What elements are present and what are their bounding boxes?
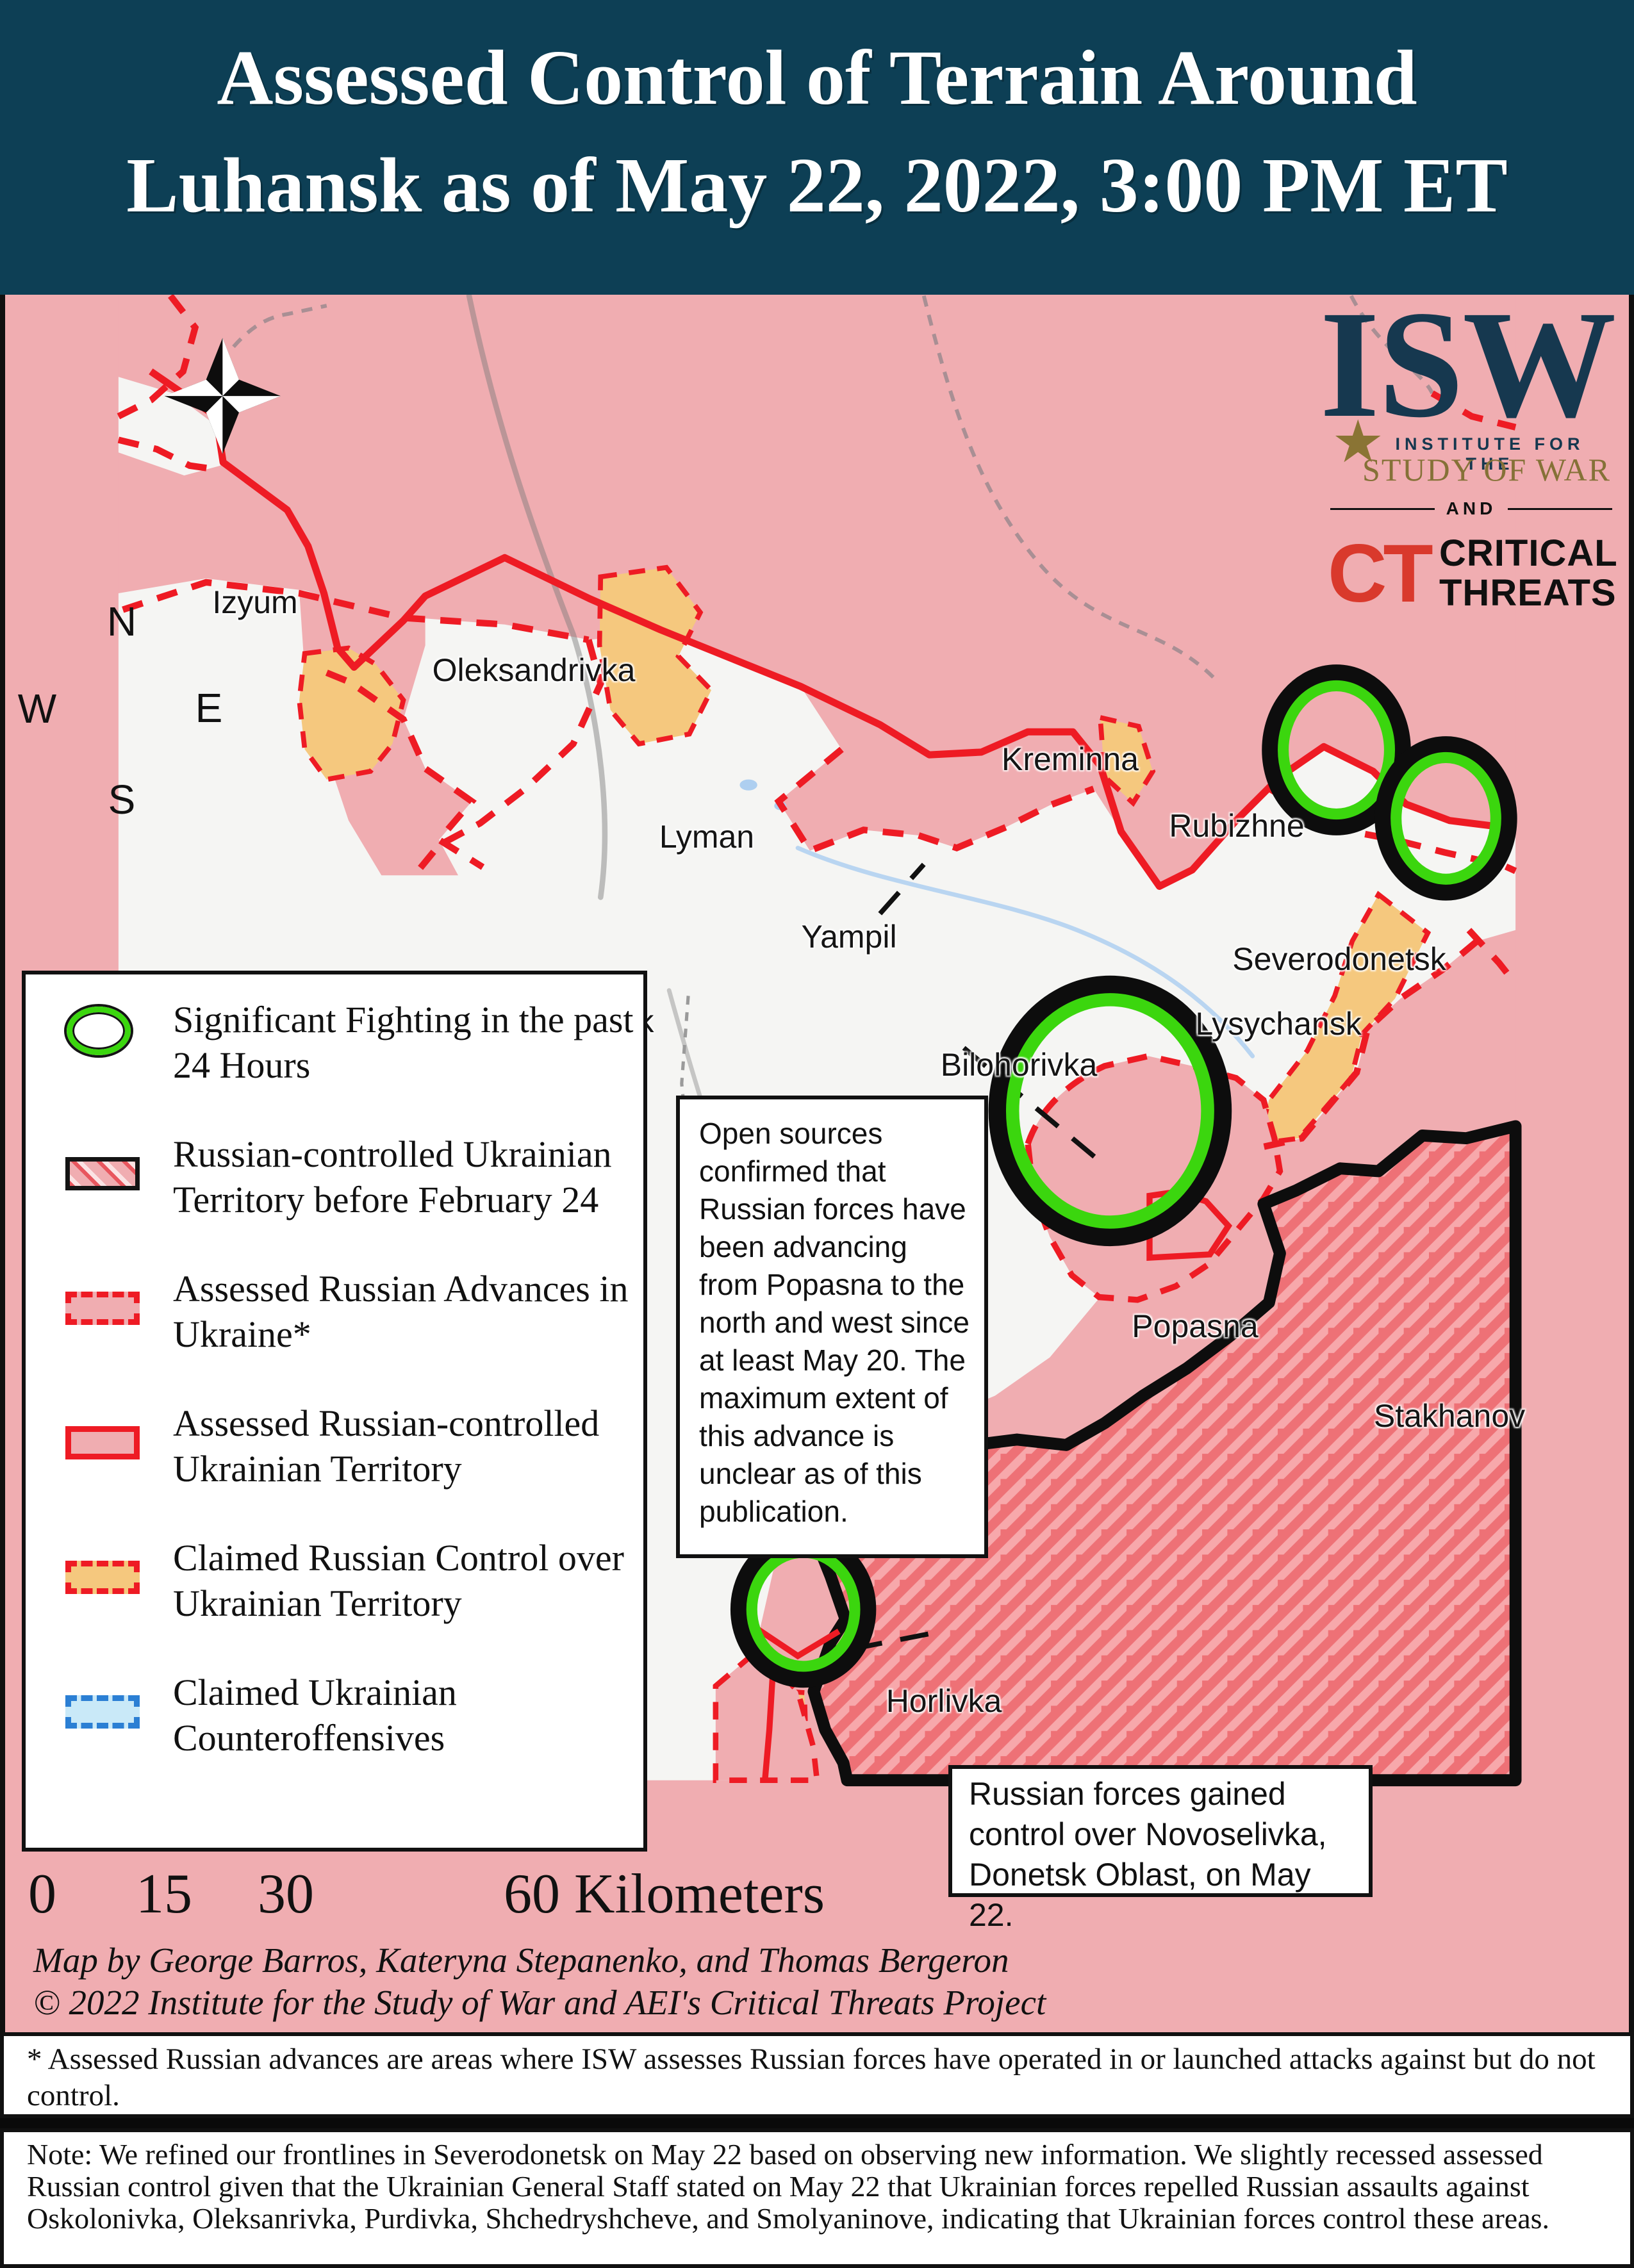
section-divider xyxy=(0,2118,1634,2128)
compass-west-label: W xyxy=(17,686,57,732)
scale-60km-label: 60 Kilometers xyxy=(504,1863,825,1925)
scale-15-label: 15 xyxy=(136,1863,192,1925)
city-labels: Izyum Oleksandrivka Lyman Kreminna Rubizhne Y… xyxy=(212,584,1526,1719)
claimed-ukrainian-swatch-icon xyxy=(65,1695,140,1729)
compass-east-label: E xyxy=(195,685,223,731)
city-label-lyman: Lyman xyxy=(659,819,755,855)
attribution-line1: Map by George Barros, Kateryna Stepanenk… xyxy=(33,1941,1009,1980)
city-label-horlivka: Horlivka xyxy=(886,1683,1002,1719)
city-label-lysychansk: Lysychansk xyxy=(1195,1006,1362,1042)
pre-feb24-swatch-icon xyxy=(65,1157,140,1190)
claimed-russian-swatch-icon xyxy=(65,1561,140,1594)
rule-left xyxy=(1330,507,1435,510)
fighting-circles xyxy=(730,664,1517,1688)
compass-south-label: S xyxy=(108,777,136,823)
assessed-control-swatch-icon xyxy=(65,1426,140,1459)
logo-and-row: AND xyxy=(1330,498,1613,519)
critical-threats-logo-icon: CT xyxy=(1328,528,1433,620)
assessed-advances-swatch-icon xyxy=(65,1292,140,1325)
scale-30-label: 30 xyxy=(258,1863,314,1925)
ukrainian-pocket-west xyxy=(118,377,220,476)
isw-logo: ISW xyxy=(1319,279,1617,449)
city-label-severodonetsk: Severodonetsk xyxy=(1232,941,1446,977)
city-label-stakhanov: Stakhanov xyxy=(1373,1398,1526,1434)
city-label-bilohorivka: Bilohorivka xyxy=(940,1047,1098,1083)
city-label-izyum: Izyum xyxy=(212,584,298,620)
claimed-russian-patches xyxy=(297,564,1432,1746)
header-banner: Assessed Control of Terrain Around Luhan… xyxy=(0,0,1634,295)
city-label-yampil: Yampil xyxy=(801,919,897,955)
rule-right xyxy=(1508,507,1613,510)
isw-institute-label: INSTITUTE FOR THE xyxy=(1395,434,1585,473)
fighting-circle-swatch-icon xyxy=(67,1007,131,1055)
popasna-annotation-box: Open sources confirmed that Russian forc… xyxy=(676,1096,988,1558)
asterisk-footnote: * Assessed Russian advances are areas wh… xyxy=(0,2032,1634,2118)
legend: Significant Fighting in the past 24 Hour… xyxy=(22,971,647,1852)
pre-feb24-territory xyxy=(807,1120,1522,1787)
city-label-kreminna: Kreminna xyxy=(1002,741,1139,777)
novoselivka-annotation-box: Russian forces gained control over Novos… xyxy=(948,1765,1373,1933)
critical-threats-label: CRITICAL THREATS xyxy=(1439,534,1618,613)
isw-star-icon: ★ xyxy=(1332,409,1385,475)
critical-label: CRITICAL xyxy=(1439,532,1618,574)
threats-label: THREATS xyxy=(1439,572,1617,614)
and-label: AND xyxy=(1446,498,1497,518)
compass-rose-icon xyxy=(164,338,281,454)
leader-lines xyxy=(830,862,1104,1656)
map-title: Assessed Control of Terrain Around Luhan… xyxy=(126,35,1508,229)
city-label-rubizhne: Rubizhne xyxy=(1169,808,1305,844)
note-footnote: Note: We refined our frontlines in Sever… xyxy=(0,2128,1634,2268)
compass-north-label: N xyxy=(106,598,137,645)
scale-0-label: 0 xyxy=(28,1863,56,1925)
city-label-popasna: Popasna xyxy=(1132,1308,1259,1344)
city-label-oleksandrivka: Oleksandrivka xyxy=(432,652,636,688)
isw-study-of-war-label: STUDY OF WAR xyxy=(1362,452,1611,488)
attribution-line2: © 2022 Institute for the Study of War an… xyxy=(33,1983,1046,2022)
